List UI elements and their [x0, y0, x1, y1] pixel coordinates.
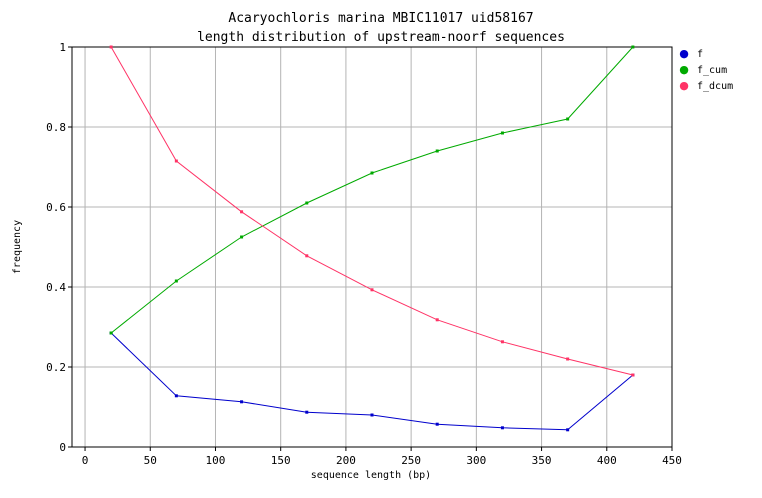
data-point	[305, 410, 309, 414]
legend-label: f	[697, 49, 703, 60]
data-point	[240, 235, 244, 239]
legend-item: ● f_cum	[679, 63, 727, 76]
x-axis-label: sequence length (bp)	[311, 470, 431, 481]
y-tick-label: 0.8	[46, 121, 66, 134]
data-point	[500, 131, 504, 135]
chart-title: Acaryochloris marina MBIC11017 uid58167	[228, 11, 533, 26]
data-point	[566, 428, 570, 432]
x-tick-label: 350	[532, 454, 552, 467]
data-point	[174, 279, 178, 283]
chart-subtitle: length distribution of upstream-noorf se…	[197, 30, 565, 45]
y-axis-ticks: 0 0.2 0.4 0.6 0.8 1	[46, 41, 72, 454]
x-tick-label: 400	[597, 454, 617, 467]
data-point	[305, 201, 309, 205]
data-point	[435, 422, 439, 426]
y-tick-label: 0	[59, 441, 66, 454]
legend-label: f_dcum	[697, 81, 733, 92]
x-tick-label: 0	[82, 454, 89, 467]
legend-item: ● f_dcum	[679, 79, 733, 92]
y-tick-label: 0.2	[46, 361, 66, 374]
data-point	[631, 373, 635, 377]
x-tick-label: 150	[271, 454, 291, 467]
legend-marker-icon: ●	[679, 63, 689, 76]
data-point	[370, 288, 374, 292]
data-point	[631, 45, 635, 49]
grid-lines	[72, 46, 673, 448]
legend-item: ● f	[679, 47, 703, 60]
data-point	[500, 426, 504, 430]
data-point	[370, 413, 374, 417]
legend-marker-icon: ●	[679, 47, 689, 60]
y-tick-label: 0.6	[46, 201, 66, 214]
data-point	[435, 149, 439, 153]
series-f-dcum	[109, 45, 635, 377]
data-point	[174, 159, 178, 163]
series-line	[110, 46, 633, 376]
data-point	[370, 171, 374, 175]
y-tick-label: 0.4	[46, 281, 66, 294]
x-tick-label: 100	[206, 454, 226, 467]
y-tick-label: 1	[59, 41, 66, 54]
series-group	[109, 45, 635, 432]
legend-marker-icon: ●	[679, 79, 689, 92]
y-axis-label: frequency	[12, 220, 23, 274]
series-f	[109, 331, 635, 432]
data-point	[174, 394, 178, 398]
data-point	[566, 357, 570, 361]
x-axis-ticks: 0 50 100 150 200 250 300 350 400 450	[82, 447, 682, 467]
data-point	[109, 331, 113, 335]
series-f-cum	[109, 45, 635, 335]
legend: ● f● f_cum● f_dcum	[679, 47, 733, 92]
data-point	[435, 318, 439, 322]
data-point	[240, 400, 244, 404]
x-tick-label: 300	[466, 454, 486, 467]
data-point	[305, 254, 309, 258]
x-tick-label: 250	[401, 454, 421, 467]
x-tick-label: 450	[662, 454, 682, 467]
data-point	[566, 117, 570, 121]
data-point	[109, 45, 113, 49]
x-tick-label: 200	[336, 454, 356, 467]
legend-label: f_cum	[697, 65, 727, 76]
x-tick-label: 50	[144, 454, 157, 467]
data-point	[240, 210, 244, 214]
plot-area-frame	[71, 46, 673, 448]
data-point	[500, 340, 504, 344]
